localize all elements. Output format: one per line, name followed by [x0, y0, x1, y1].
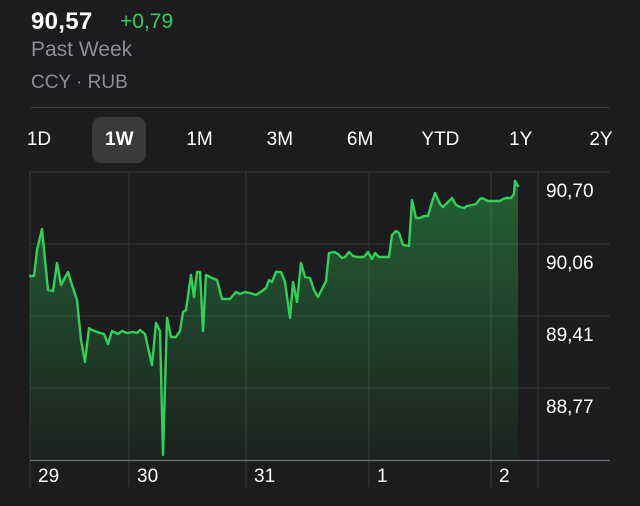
tab-6m[interactable]: 6M — [346, 129, 374, 150]
period-label: Past Week — [31, 38, 133, 61]
tab-ytd[interactable]: YTD — [421, 129, 460, 150]
x-tick-label: 2 — [499, 466, 510, 487]
y-tick-label: 88,77 — [546, 397, 594, 418]
tab-3m[interactable]: 3M — [266, 129, 294, 150]
price-line — [28, 179, 520, 457]
price-value: 90,57 — [31, 8, 93, 35]
x-tick-label: 29 — [38, 466, 60, 487]
tab-2y[interactable]: 2Y — [589, 129, 613, 150]
symbol-label: CCY · RUB — [31, 72, 128, 93]
y-tick-label: 89,41 — [546, 325, 594, 346]
range-tabs: 1D 1W 1M 3M 6M YTD 1Y 2Y — [12, 117, 628, 163]
price-change: +0,79 — [120, 10, 174, 33]
tab-1w[interactable]: 1W — [92, 117, 147, 163]
tab-1y[interactable]: 1Y — [509, 129, 533, 150]
price-area-fill — [30, 181, 518, 460]
header-divider — [30, 107, 610, 108]
tab-1m[interactable]: 1M — [186, 129, 213, 150]
y-tick-label: 90,70 — [546, 181, 594, 202]
y-tick-label: 90,06 — [546, 253, 594, 274]
x-tick-label: 31 — [254, 466, 276, 487]
price-chart[interactable] — [0, 160, 640, 506]
tab-1d[interactable]: 1D — [26, 129, 52, 150]
x-tick-label: 30 — [137, 466, 159, 487]
x-tick-label: 1 — [377, 466, 388, 487]
